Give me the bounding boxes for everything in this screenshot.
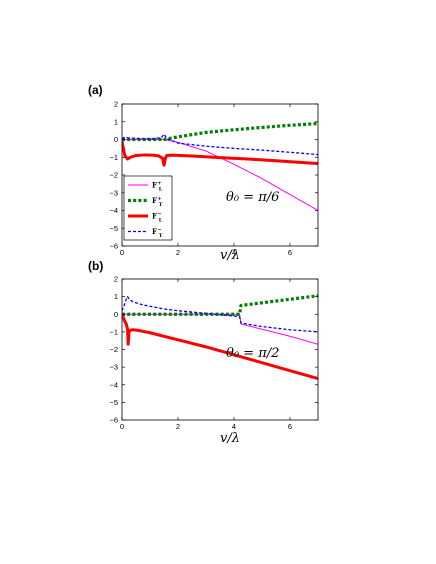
legend-box [123, 175, 173, 241]
y-tick-label: 0 [114, 310, 118, 319]
series-line-3 [122, 313, 318, 381]
x-axis-label: v/λ [220, 248, 240, 263]
y-tick-label: −5 [109, 224, 118, 233]
theta-annotation: θ₀ = π/2 [226, 346, 279, 361]
series-line-2 [122, 294, 318, 316]
y-tick-label: 2 [114, 100, 118, 109]
x-tick-label: 0 [120, 422, 124, 431]
y-tick-label: −2 [109, 345, 118, 354]
x-tick-label: 2 [176, 248, 180, 257]
legend-sub: T [159, 202, 163, 208]
y-tick-label: −1 [109, 153, 118, 162]
legend-sup: + [157, 180, 161, 186]
series-group [122, 294, 318, 381]
y-tick-label: 1 [114, 292, 118, 301]
x-tick-label: 2 [176, 422, 180, 431]
theta-annotation: θ₀ = π/6 [226, 190, 279, 205]
y-tick-label: −1 [109, 327, 118, 336]
y-tick-label: −6 [109, 242, 118, 251]
y-tick-label: −5 [109, 398, 118, 407]
y-tick-label: −4 [109, 380, 118, 389]
y-tick-label: −6 [109, 416, 118, 425]
legend: F+ LF+ TF− LF− T [123, 175, 173, 241]
y-tick-label: −3 [109, 188, 118, 197]
series-line-3 [122, 140, 318, 167]
y-tick-label: −3 [109, 363, 118, 372]
legend-sup: + [157, 196, 161, 202]
series-group [122, 121, 318, 211]
legend-sup: − [157, 227, 161, 233]
legend-sub: L [159, 187, 163, 193]
x-tick-label: 4 [232, 248, 236, 257]
y-tick-label: 2 [114, 275, 118, 284]
y-tick-label: −2 [109, 171, 118, 180]
x-tick-label: 4 [232, 422, 236, 431]
y-tick-label: −4 [109, 206, 118, 215]
chart-panel-2: 0 2 4 6 −6 −5 −4 −3 −2 −1 0 1 2 (b) θ₀ = π/2 v/λ [88, 259, 319, 446]
chart-panel-1: 0 2 4 6 −6 −5 −4 −3 −2 −1 0 1 2 (a) θ₀ = π/6 v/λ F+ LF+ TF… [88, 83, 319, 263]
y-tick-label: 1 [114, 117, 118, 126]
x-tick-label: 6 [288, 248, 292, 257]
panel-label: (b) [88, 259, 103, 273]
x-tick-label: 6 [288, 422, 292, 431]
legend-sup: − [157, 211, 161, 217]
legend-sub: T [159, 233, 163, 239]
y-tick-label: 0 [114, 135, 118, 144]
series-line-2 [122, 121, 318, 142]
x-tick-label: 0 [120, 248, 124, 257]
panel-label: (a) [88, 83, 103, 97]
x-axis-label: v/λ [220, 431, 240, 446]
series-line-4 [122, 133, 318, 156]
legend-sub: L [159, 218, 163, 224]
